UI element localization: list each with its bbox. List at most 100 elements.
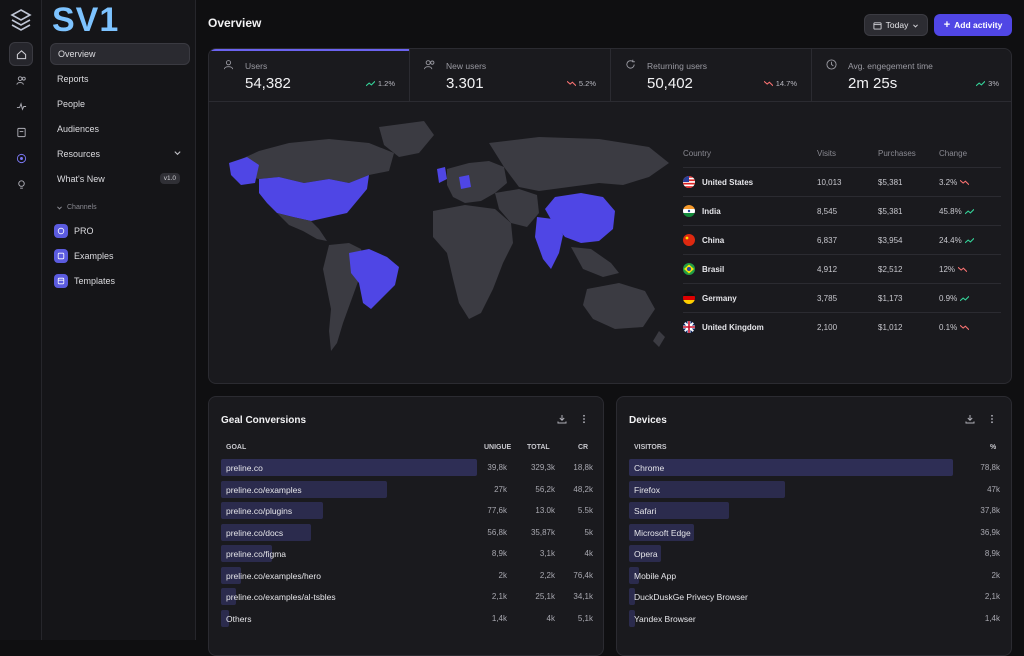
goal-bar	[221, 502, 324, 519]
country-name: China	[702, 236, 725, 245]
table-row[interactable]: Microsoft Edge 36,9k	[629, 523, 1001, 541]
refresh-icon	[626, 59, 635, 69]
add-activity-label: Add activity	[954, 20, 1003, 30]
table-row[interactable]: Germany 3,785 $1,173 0.9%	[683, 283, 1001, 312]
sidebar-item-whats-new[interactable]: What's New v1.0	[50, 168, 190, 190]
trend-down-icon	[958, 266, 968, 272]
table-row[interactable]: preline.co/plugins 77,6k 13.0k 5.5k	[221, 502, 593, 519]
sidebar-item-people[interactable]: People	[50, 93, 190, 115]
map-region-mexico-central-america	[277, 213, 327, 241]
col-header-cr: CR	[578, 444, 589, 451]
goal-cr: 76,4k	[573, 570, 593, 580]
sidebar-item-label: Overview	[58, 49, 96, 59]
stat-returning-users[interactable]: Returning users 50,402 14.7%	[611, 49, 812, 101]
home-icon[interactable]	[9, 42, 33, 66]
goal-total: 13.0k	[535, 506, 555, 515]
device-bar	[629, 545, 662, 562]
book-icon[interactable]	[9, 120, 33, 144]
date-range-button[interactable]: Today	[864, 14, 928, 36]
goal-cr: 4k	[584, 549, 593, 558]
table-row[interactable]: United States 10,013 $5,381 3.2%	[683, 167, 1001, 196]
table-row[interactable]: preline.co/docs 56,8k 35,87k 5k	[221, 523, 593, 541]
goal-label: preline.co/examples/hero	[226, 570, 321, 581]
sidebar-item-overview[interactable]: Overview	[50, 43, 190, 65]
device-bar	[629, 609, 635, 627]
sidebar-item-reports[interactable]: Reports	[50, 68, 190, 90]
add-activity-button[interactable]: + Add activity	[934, 14, 1012, 36]
table-row[interactable]: China 6,837 $3,954 24.4%	[683, 225, 1001, 254]
goal-bar	[221, 459, 477, 476]
channel-item-templates[interactable]: Templates	[54, 272, 115, 290]
sidebar-item-resources[interactable]: Resources	[50, 143, 190, 165]
channels-heading-label: Channels	[67, 204, 97, 211]
table-row[interactable]: preline.co/examples/al-tsbles 2,1k 25,1k 34…	[221, 588, 593, 605]
table-row[interactable]: Others 1,4k 4k 5,1k	[221, 609, 593, 627]
table-row[interactable]: preline.co/examples 27k 56,2k 48,2k	[221, 480, 593, 498]
world-map[interactable]	[219, 113, 673, 363]
stat-new-users[interactable]: New users 3.301 5.2%	[410, 49, 611, 101]
sidebar-item-audiences[interactable]: Audiences	[50, 118, 190, 140]
country-change: 45.8%	[939, 207, 974, 216]
trend-up-icon	[964, 208, 974, 214]
india-flag-icon	[683, 205, 695, 217]
table-row[interactable]: United Kingdom 2,100 $1,012 0.1%	[683, 312, 1001, 341]
calendar-icon	[873, 21, 882, 30]
country-change: 3.2%	[939, 178, 970, 187]
sidebar-item-label: People	[57, 99, 86, 109]
goal-cr: 18,8k	[573, 463, 593, 472]
country-change-value: 3.2%	[939, 178, 958, 187]
channel-item-examples[interactable]: Examples	[54, 247, 114, 265]
map-region-germany	[459, 175, 471, 189]
table-row[interactable]: preline.co/examples/hero 2k 2,2k 76,4k	[221, 566, 593, 584]
channels-heading[interactable]: Channels	[56, 204, 97, 211]
stat-avg-engagement[interactable]: Avg. engegement time 2m 25s 3%	[812, 49, 1011, 101]
activity-icon[interactable]	[9, 94, 33, 118]
device-percent: 1,4k	[984, 613, 1000, 623]
country-visits: 10,013	[817, 178, 842, 187]
country-change-value: 0.1%	[939, 323, 958, 332]
goal-total: 35,87k	[530, 527, 555, 537]
map-region-greenland	[379, 121, 434, 157]
bulb-icon[interactable]	[9, 172, 33, 196]
table-row[interactable]: Yandex Browser 1,4k	[629, 609, 1001, 627]
logo-icon[interactable]	[9, 8, 33, 32]
icon-rail	[0, 0, 42, 640]
more-vertical-icon[interactable]	[579, 414, 589, 424]
device-bar	[629, 523, 694, 541]
users-icon[interactable]	[9, 68, 33, 92]
main-content: Overview Today + Add activity Users 54,3…	[196, 0, 1024, 656]
table-row[interactable]: Chrome 78,8k	[629, 459, 1001, 476]
channel-item-pro[interactable]: PRO	[54, 222, 94, 240]
table-row[interactable]: Opera 8,9k	[629, 545, 1001, 562]
table-row[interactable]: Mobile App 2k	[629, 566, 1001, 584]
brand-title: SV1	[52, 1, 120, 39]
table-row[interactable]: preline.co 39,8k 329,3k 18,8k	[221, 459, 593, 476]
table-row[interactable]: DuckDuskGe Privecy Browser 2,1k	[629, 588, 1001, 605]
device-percent: 78,8k	[980, 463, 1000, 472]
download-icon[interactable]	[557, 414, 567, 424]
goal-conversions-title: Geal Conversions	[221, 415, 307, 426]
stat-value: 2m 25s	[848, 75, 898, 92]
table-row[interactable]: Firefox 47k	[629, 480, 1001, 498]
trend-up-icon	[365, 80, 375, 86]
goal-label: preline.co/figma	[226, 549, 287, 559]
china-flag-icon	[683, 234, 695, 246]
templates-icon	[54, 274, 68, 288]
country-purchases: $1,173	[878, 294, 903, 303]
stat-users[interactable]: Users 54,382 1.2%	[209, 49, 410, 101]
table-row[interactable]: preline.co/figma 8,9k 3,1k 4k	[221, 545, 593, 562]
table-row[interactable]: India 8,545 $5,381 45.8%	[683, 196, 1001, 225]
table-row[interactable]: Safari 37,8k	[629, 502, 1001, 519]
country-name: United Kingdom	[702, 323, 764, 332]
country-change-value: 0.9%	[939, 294, 958, 303]
table-row[interactable]: Brasil 4,912 $2,512 12%	[683, 254, 1001, 283]
chevron-down-icon	[57, 206, 62, 210]
more-vertical-icon[interactable]	[987, 414, 997, 424]
goal-bar	[221, 480, 388, 498]
page-title: Overview	[208, 16, 262, 30]
col-header-change: Change	[939, 149, 968, 158]
target-icon[interactable]	[9, 146, 33, 170]
stat-change-value: 5.2%	[578, 79, 596, 88]
map-region-uk	[437, 167, 447, 183]
download-icon[interactable]	[965, 414, 975, 424]
